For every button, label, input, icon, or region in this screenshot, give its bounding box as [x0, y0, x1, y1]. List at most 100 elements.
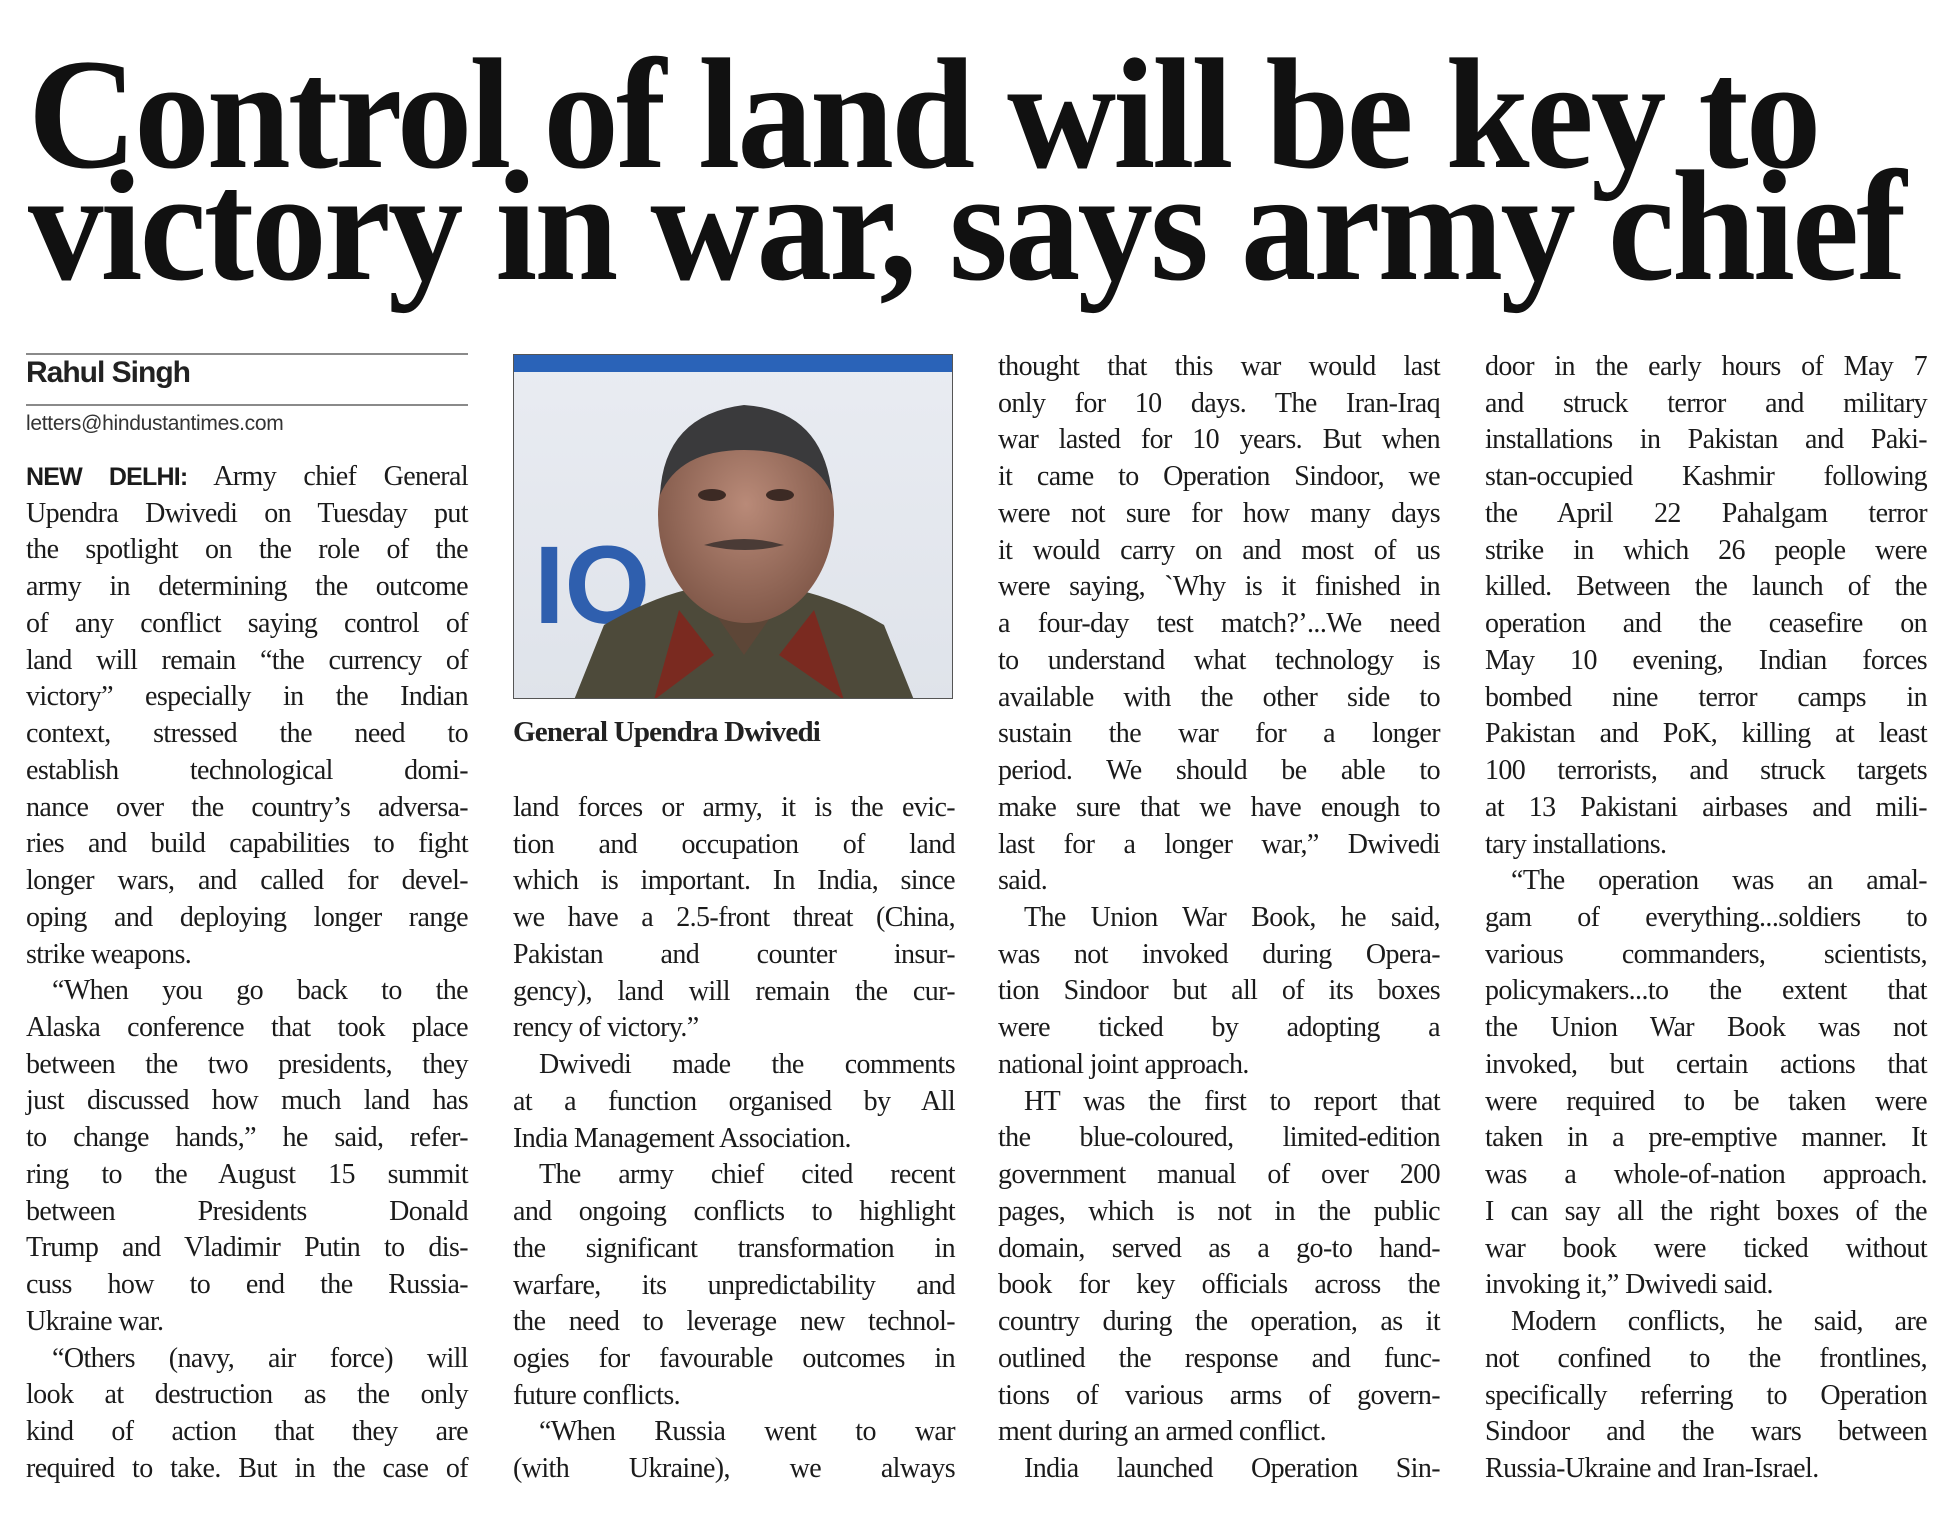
text-line: “When you go back to the: [26, 973, 469, 1010]
text-line-content: India Management Association.: [513, 1122, 852, 1154]
text-line-content: The army chief cited recent: [539, 1159, 956, 1191]
text-line-content: was a whole-of-nation approach.: [1485, 1159, 1928, 1191]
text-line: specifically referring to Operation: [1485, 1378, 1928, 1415]
text-line-content: at 13 Pakistani airbases and mili-: [1485, 791, 1928, 823]
text-line: sustain the war for a longer: [998, 716, 1441, 753]
text-line-content: war lasted for 10 years. But when: [998, 424, 1441, 456]
text-line-content: establish technological domi-: [26, 754, 469, 786]
text-line-content: taken in a pre-emptive manner. It: [1485, 1122, 1928, 1154]
text-line: period. We should be able to: [998, 753, 1441, 790]
text-line-content: were ticked by adopting a: [998, 1012, 1441, 1044]
text-line-content: Trump and Vladimir Putin to dis-: [26, 1232, 469, 1264]
headline-line-1: Control of land will be key to: [28, 27, 1821, 202]
text-line-content: future conflicts.: [513, 1379, 681, 1411]
text-line: of any conflict saying control of: [26, 606, 469, 643]
text-line-content: land will remain “the currency of: [26, 644, 469, 676]
paragraph: “The operation was an amal-gam of everyt…: [1485, 863, 1928, 1304]
text-line-content: kind of action that they are: [26, 1416, 469, 1448]
text-line-content: ries and build capabilities to fight: [26, 828, 469, 860]
text-line-content: installations in Pakistan and Paki-: [1485, 424, 1928, 456]
text-line-content: tion and occupation of land: [513, 828, 956, 860]
text-line: taken in a pre-emptive manner. It: [1485, 1120, 1928, 1157]
text-line: policymakers...to the extent that: [1485, 973, 1928, 1010]
text-line-content: the Union War Book was not: [1485, 1012, 1928, 1044]
article-column-3: thought that this war would last only for…: [998, 349, 1441, 1488]
text-line-content: Upendra Dwivedi on Tuesday put: [26, 497, 469, 529]
text-line: army in determining the outcome: [26, 569, 469, 606]
text-line: and struck terror and military: [1485, 386, 1928, 423]
article-column-1: NEW DELHI: Army chief General Upendra Dwi…: [26, 459, 469, 1488]
text-line-content: 100 terrorists, and struck targets: [1485, 755, 1928, 787]
text-line-content: specifically referring to Operation: [1485, 1379, 1928, 1411]
text-line-content: Ukraine war.: [26, 1305, 164, 1337]
text-line: The Union War Book, he said,: [998, 900, 1441, 937]
text-line: Sindoor and the wars between: [1485, 1414, 1928, 1451]
paragraph: “Others (navy, air force) will look at de…: [26, 1341, 469, 1488]
text-line: NEW DELHI: Army chief General: [26, 459, 469, 496]
text-line: country during the operation, as it: [998, 1304, 1441, 1341]
text-line: were saying, `Why is it finished in: [998, 569, 1441, 606]
text-line: Alaska conference that took place: [26, 1010, 469, 1047]
text-line: May 10 evening, Indian forces: [1485, 643, 1928, 680]
text-line-content: a four-day test match?’...We need: [998, 608, 1441, 640]
text-line-content: Dwivedi made the comments: [539, 1049, 956, 1081]
text-line: future conflicts.: [513, 1378, 955, 1415]
text-line: thought that this war would last: [998, 349, 1441, 386]
text-line: “Others (navy, air force) will: [26, 1341, 469, 1378]
text-line: land forces or army, it is the evic-: [513, 790, 956, 827]
text-line-content: it would carry on and most of us: [998, 534, 1441, 566]
text-line: the significant transformation in: [513, 1231, 956, 1268]
text-line-content: warfare, its unpredictability and: [513, 1269, 956, 1301]
text-line: look at destruction as the only: [26, 1377, 469, 1414]
text-line-content: strike in which 26 people were: [1485, 534, 1928, 566]
text-line-content: (with Ukraine), we always: [513, 1453, 956, 1485]
text-line-content: between the two presidents, they: [26, 1048, 469, 1080]
text-line: was a whole-of-nation approach.: [1485, 1157, 1928, 1194]
text-line-content: tions of various arms of govern-: [998, 1379, 1441, 1411]
text-line: tion and occupation of land: [513, 827, 956, 864]
text-line: book for key officials across the: [998, 1267, 1441, 1304]
text-line: make sure that we have enough to: [998, 790, 1441, 827]
text-line: government manual of over 200: [998, 1157, 1441, 1194]
text-line: (with Ukraine), we always: [513, 1451, 956, 1488]
text-line-content: it came to Operation Sindoor, we: [998, 461, 1441, 493]
text-line-content: period. We should be able to: [998, 755, 1441, 787]
paragraph: thought that this war would last only for…: [998, 349, 1441, 900]
text-line: Modern conflicts, he said, are: [1485, 1304, 1928, 1341]
text-line-content: were saying, `Why is it finished in: [998, 571, 1441, 603]
paragraph: Dwivedi made the comments at a function o…: [513, 1047, 956, 1157]
text-line-content: longer wars, and called for devel-: [26, 865, 469, 897]
text-line-content: nance over the country’s adversa-: [26, 791, 469, 823]
text-line: gency), land will remain the cur-: [513, 974, 956, 1011]
text-line: Trump and Vladimir Putin to dis-: [26, 1230, 469, 1267]
byline-email[interactable]: letters@hindustantimes.com: [26, 412, 284, 435]
text-line-content: ogies for favourable outcomes in: [513, 1343, 956, 1375]
text-line: was not invoked during Opera-: [998, 937, 1441, 974]
text-line: between the two presidents, they: [26, 1047, 469, 1084]
text-line: gam of everything...soldiers to: [1485, 900, 1928, 937]
text-line-content: make sure that we have enough to: [998, 791, 1441, 823]
paragraph: The army chief cited recent and ongoing c…: [513, 1157, 956, 1415]
text-line-content: I can say all the right boxes of the: [1485, 1195, 1928, 1227]
text-line-content: available with the other side to: [998, 681, 1441, 713]
text-line-content: stan-occupied Kashmir following: [1485, 461, 1928, 493]
article-column-2: land forces or army, it is the evic-tion…: [513, 790, 956, 1488]
text-line: domain, served as a go-to hand-: [998, 1231, 1441, 1268]
text-line-content: book for key officials across the: [998, 1269, 1441, 1301]
text-line: we have a 2.5-front threat (China,: [513, 900, 956, 937]
text-line: to understand what technology is: [998, 643, 1441, 680]
text-line: ogies for favourable outcomes in: [513, 1341, 956, 1378]
text-line-content: oping and deploying longer range: [26, 901, 469, 933]
text-line-content: army in determining the outcome: [26, 571, 469, 603]
text-line-content: context, stressed the need to: [26, 718, 469, 750]
text-line: said.: [998, 863, 1440, 900]
text-line-content: Modern conflicts, he said, are: [1511, 1306, 1928, 1338]
text-line-content: the significant transformation in: [513, 1232, 956, 1264]
text-line: door in the early hours of May 7: [1485, 349, 1928, 386]
text-line: which is important. In India, since: [513, 863, 956, 900]
text-line-content: said.: [998, 865, 1048, 897]
text-line-content: to change hands,” he said, refer-: [26, 1122, 469, 1154]
text-line: Pakistan and counter insur-: [513, 937, 956, 974]
text-line: Dwivedi made the comments: [513, 1047, 956, 1084]
text-line-content: “Others (navy, air force) will: [52, 1342, 469, 1374]
